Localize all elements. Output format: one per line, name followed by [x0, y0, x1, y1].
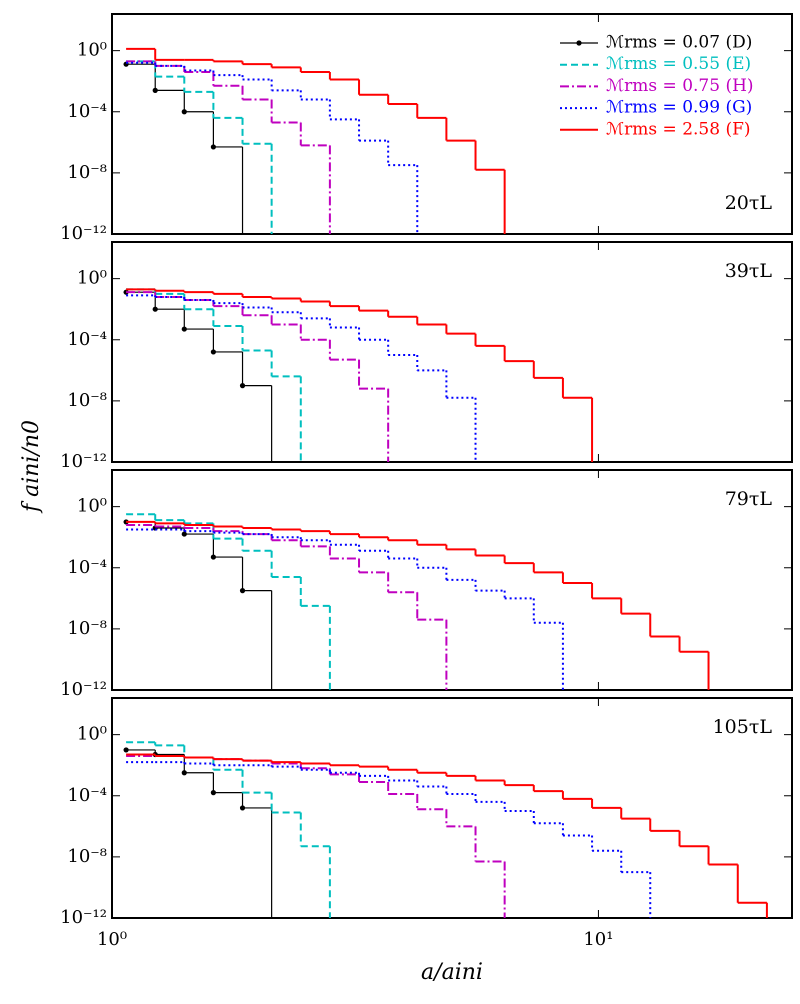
y-tick-label: 10⁻⁴: [67, 557, 107, 578]
y-tick-label: 10⁻¹²: [60, 451, 107, 472]
y-tick-label: 10⁻⁴: [67, 101, 107, 122]
y-tick-label: 10⁰: [77, 268, 107, 289]
legend-label: ℳrms = 0.75 (H): [606, 76, 754, 96]
marker: [181, 770, 187, 776]
marker: [123, 747, 129, 753]
x-axis-label: a/aini: [421, 960, 483, 985]
legend-label: ℳrms = 0.99 (G): [606, 98, 752, 118]
y-tick-label: 10⁻⁸: [67, 618, 107, 639]
marker: [239, 805, 246, 811]
panel-annotation: 79τL: [725, 488, 773, 510]
y-tick-label: 10⁻⁸: [67, 846, 107, 867]
y-tick-label: 10⁰: [77, 40, 107, 61]
panel-annotation: 105τL: [713, 716, 773, 738]
plot-frame: [111, 13, 793, 235]
y-tick-label: 10⁻¹²: [60, 223, 107, 244]
y-tick-label: 10⁻⁸: [67, 162, 107, 183]
marker: [152, 306, 158, 312]
plot-frame: [111, 469, 793, 691]
y-tick-label: 10⁰: [77, 496, 107, 517]
y-axis-label: f aini/n0: [19, 420, 44, 514]
x-tick-label: 10⁰: [97, 929, 127, 950]
plot-frame: [111, 697, 793, 919]
marker: [210, 349, 216, 355]
marker: [152, 87, 158, 93]
marker: [181, 109, 187, 115]
y-tick-label: 10⁻⁴: [67, 329, 107, 350]
panel-annotation: 39τL: [725, 260, 773, 282]
marker: [181, 326, 187, 332]
y-tick-label: 10⁻¹²: [60, 907, 107, 928]
y-tick-label: 10⁻¹²: [60, 679, 107, 700]
marker: [181, 531, 187, 537]
y-tick-label: 10⁻⁸: [67, 390, 107, 411]
plot-frame: [111, 241, 793, 463]
y-tick-label: 10⁻⁴: [67, 785, 107, 806]
legend-label: ℳrms = 2.58 (F): [606, 119, 751, 139]
marker: [239, 588, 246, 594]
marker: [210, 790, 216, 796]
legend-label: ℳrms = 0.07 (D): [606, 33, 752, 53]
marker: [210, 554, 216, 560]
marker: [239, 383, 246, 389]
panel-annotation: 20τL: [725, 192, 773, 214]
legend-marker: [576, 40, 582, 46]
x-tick-label: 10¹: [583, 929, 613, 950]
marker: [210, 144, 216, 150]
y-tick-label: 10⁰: [77, 724, 107, 745]
legend-label: ℳrms = 0.55 (E): [606, 54, 751, 74]
